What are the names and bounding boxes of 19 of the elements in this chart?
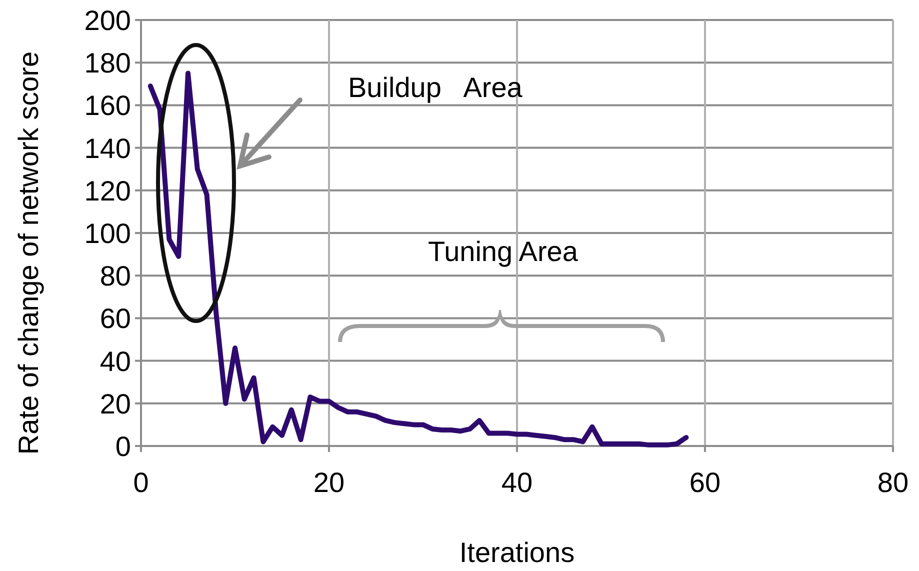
x-tick-label: 40 [501,467,533,498]
y-tick-label: 20 [100,388,131,420]
y-tick-label: 80 [100,260,131,292]
y-tick-label: 0 [115,431,131,462]
y-tick-label: 100 [84,218,131,249]
annotation: Tuning Area [428,236,578,267]
y-tick-label: 160 [84,90,131,122]
y-tick-label: 40 [100,346,131,377]
annotation: Buildup Area [348,72,523,103]
x-tick-label: 20 [313,467,345,498]
x-tick-label: 80 [877,467,909,498]
y-tick-label: 60 [100,303,131,334]
x-axis-title: Iterations [459,537,575,568]
y-tick-label: 120 [84,175,131,206]
x-tick-label: 60 [689,467,721,498]
y-tick-label: 200 [84,5,131,36]
y-axis-title: Rate of change of network score [13,51,44,455]
y-tick-label: 140 [84,132,131,164]
y-tick-label: 180 [84,48,131,79]
